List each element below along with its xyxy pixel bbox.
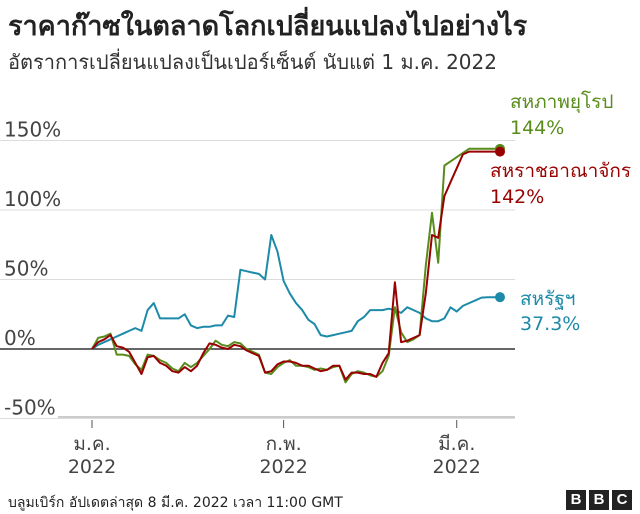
series-line [91,150,500,381]
series-name-label: สหราชอาณาจักร [490,160,631,182]
series-labels: สหรัฐฯ 37.3% สหภาพยุโรป 144% สหราชอาณาจักร 14… [490,90,631,335]
chart-subtitle: อัตราการเปลี่ยนแปลงเป็นเปอร์เซ็นต์ นับแต… [8,50,497,74]
logo-letter: B [566,490,586,510]
series-value-label: 144% [510,117,564,139]
logo-letter: B [589,490,609,510]
y-tick-label: 50% [4,257,48,281]
x-tick-year: 2022 [68,456,116,478]
series-name-label: สหรัฐฯ [520,288,575,310]
x-tick-label: ม.ค. [73,433,110,455]
x-tick-label: ก.พ. [266,433,302,455]
y-tick-label: 0% [4,326,36,350]
series-value-label: 37.3% [520,313,580,335]
series-line [91,147,500,384]
chart-title: ราคาก๊าซในตลาดโลกเปลี่ยนแปลงไปอย่างไร [8,11,528,42]
y-tick-label: -50% [4,396,56,420]
series-value-label: 142% [490,186,544,208]
series-name-label: สหภาพยุโรป [510,90,613,114]
bbc-logo: B B C [566,490,632,510]
y-axis-ticks: -50% 0% 50% 100% 150% [4,118,61,420]
x-tick-label: มี.ค. [438,433,475,455]
y-tick-label: 150% [4,118,61,142]
source-footer: บลูมเบิร์ก อัปเดตล่าสุด 8 มี.ค. 2022 เวล… [8,495,343,511]
series-line [91,234,500,350]
series-endpoint [495,292,505,303]
series-lines [91,143,505,384]
gridlines [0,140,515,419]
logo-letter: C [612,490,632,510]
y-tick-label: 100% [4,187,61,211]
x-tick-year: 2022 [259,456,307,478]
series-endpoint [495,146,505,157]
x-tick-year: 2022 [433,456,481,478]
